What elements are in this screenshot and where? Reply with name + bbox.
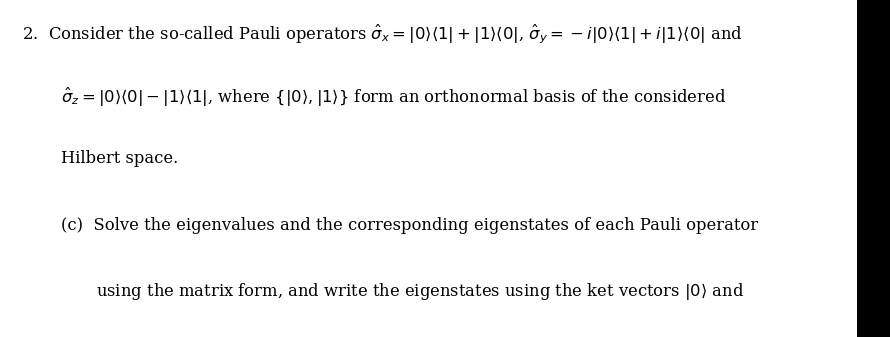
Text: 2.  Consider the so-called Pauli operators $\hat{\sigma}_x = |0\rangle\langle 1|: 2. Consider the so-called Pauli operator… <box>22 22 743 45</box>
Text: $\hat{\sigma}_z = |0\rangle\langle 0| - |1\rangle\langle 1|$, where $\{|0\rangle: $\hat{\sigma}_z = |0\rangle\langle 0| - … <box>61 86 725 109</box>
Text: using the matrix form, and write the eigenstates using the ket vectors $|0\rangl: using the matrix form, and write the eig… <box>96 281 744 302</box>
Text: (c)  Solve the eigenvalues and the corresponding eigenstates of each Pauli opera: (c) Solve the eigenvalues and the corres… <box>61 217 757 234</box>
Text: Hilbert space.: Hilbert space. <box>61 150 178 167</box>
